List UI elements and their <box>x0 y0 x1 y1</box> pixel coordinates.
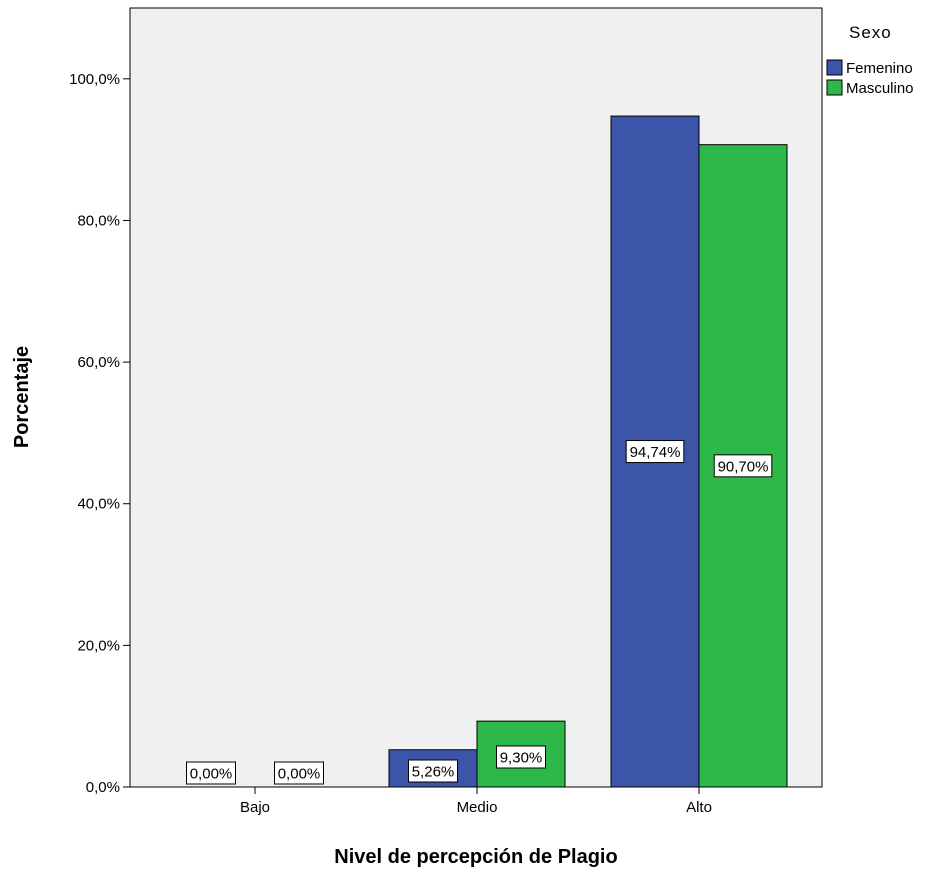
x-tick-label: Alto <box>686 799 712 816</box>
legend-title: Sexo <box>849 23 892 42</box>
y-tick-label: 20,0% <box>77 637 120 654</box>
legend-label-masculino: Masculino <box>846 80 914 97</box>
data-label-box <box>625 440 685 464</box>
y-axis-title: Porcentaje <box>11 346 33 448</box>
legend-swatch-femenino <box>826 59 843 76</box>
legend-label-femenino: Femenino <box>846 60 913 77</box>
x-tick-label: Bajo <box>240 799 270 816</box>
y-tick-label: 0,0% <box>86 779 120 796</box>
data-label-box <box>186 761 236 785</box>
data-label: 94,74% <box>630 444 681 461</box>
data-label-box <box>408 759 458 783</box>
y-tick-label: 100,0% <box>69 71 120 88</box>
bars-layer <box>388 115 788 788</box>
y-tick-label: 80,0% <box>77 212 120 229</box>
y-tick-label: 60,0% <box>77 354 120 371</box>
data-label: 90,70% <box>718 458 769 475</box>
data-label: 5,26% <box>412 764 455 781</box>
data-label-box <box>274 761 324 785</box>
legend: Sexo Femenino Masculino <box>826 23 914 97</box>
data-label-box <box>713 454 773 478</box>
data-label-box <box>496 745 546 769</box>
y-tick-label: 40,0% <box>77 496 120 513</box>
x-axis-title: Nivel de percepción de Plagio <box>334 846 617 868</box>
axes-layer: Bajo Medio Alto 0,0% 20,0% 40,0% 60,0% 80,0% 100… <box>69 71 712 816</box>
data-label: 9,30% <box>500 750 543 767</box>
legend-swatch-masculino <box>826 79 843 96</box>
data-label: 0,00% <box>190 766 233 783</box>
data-label: 0,00% <box>278 766 321 783</box>
data-labels-layer: 0,00% 0,00% 5,26% 9,30% 94,74% 90,70% <box>186 440 773 785</box>
x-tick-label: Medio <box>457 799 498 816</box>
